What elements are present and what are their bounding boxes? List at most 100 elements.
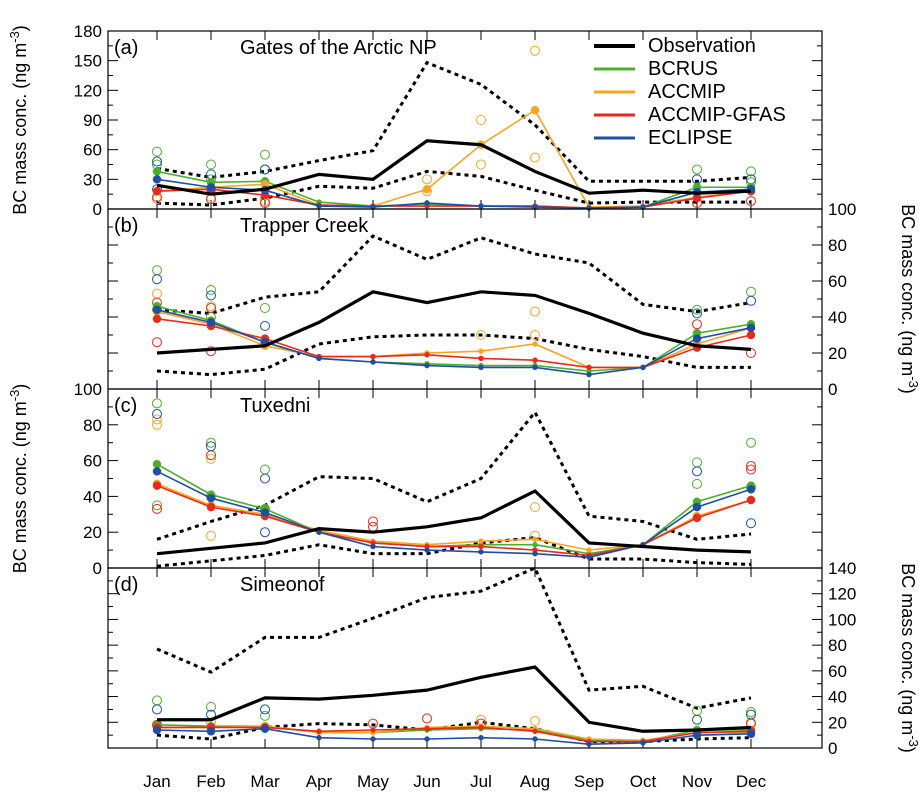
legend-label: BCRUS — [648, 58, 718, 80]
x-tick-label: Jan — [143, 772, 170, 791]
series-bcrus — [152, 720, 756, 745]
member-point-accmip-gfas — [368, 516, 378, 527]
data-point-accmip-gfas — [478, 543, 484, 550]
data-point-eclipse — [640, 740, 646, 746]
obs-mean-line — [156, 489, 752, 556]
y-tick-label: 20 — [83, 523, 102, 542]
y-tick-label: 140 — [828, 559, 856, 578]
data-point-eclipse — [532, 736, 538, 742]
member-point-bcrus — [692, 304, 702, 315]
data-point-eclipse — [370, 543, 376, 550]
data-point-eclipse — [424, 362, 430, 369]
data-point-eclipse — [370, 736, 376, 742]
obs-lower-line — [156, 333, 751, 377]
data-point-accmip — [532, 536, 538, 543]
data-point-eclipse — [746, 484, 756, 494]
data-point-eclipse — [640, 364, 646, 371]
y-axis-title: BC mass conc. (ng m-3) — [7, 384, 31, 574]
y-axis-title-main: BC mass conc. (ng m — [10, 43, 30, 215]
y-tick-label: 30 — [83, 170, 102, 189]
panel-frame — [107, 388, 823, 569]
series-line-accmip — [156, 310, 752, 369]
y-tick-label: 60 — [83, 452, 102, 471]
data-point-eclipse — [532, 550, 538, 557]
member-point-accmip — [476, 159, 486, 170]
member-point-bcrus — [152, 500, 162, 511]
panel-3: 0 20 40 60 80 100 120 140 BC mass conc. (ng m-3)… — [107, 559, 919, 758]
data-point-accmip-gfas — [746, 495, 756, 505]
data-point-accmip-gfas — [370, 353, 376, 360]
panel-title: Trapper Creek — [240, 215, 369, 237]
series-accmip-gfas — [152, 314, 756, 371]
panel-title: Gates of the Arctic NP — [240, 37, 437, 59]
y-tick-label: 120 — [828, 585, 856, 604]
member-point-eclipse — [746, 709, 756, 720]
member-point-eclipse — [152, 409, 162, 420]
x-tick-label: Mar — [250, 772, 280, 791]
member-point-accmip — [152, 419, 162, 430]
panel-frame — [107, 208, 823, 390]
series-line-eclipse — [156, 470, 752, 559]
data-point-eclipse — [424, 200, 430, 206]
data-point-eclipse — [746, 729, 756, 739]
member-point-eclipse — [746, 518, 756, 529]
series-line-bcrus — [156, 463, 752, 555]
member-point-bcrus — [206, 437, 216, 448]
series-line-accmip-gfas — [156, 188, 752, 209]
member-point-accmip — [530, 152, 540, 163]
obs-mean-line — [157, 665, 752, 733]
data-point-eclipse — [152, 175, 162, 184]
data-point-accmip-gfas — [316, 728, 322, 735]
member-point-bcrus — [152, 398, 162, 409]
y-tick-label: 40 — [828, 308, 847, 327]
series-eclipse — [152, 305, 756, 378]
data-point-accmip-gfas — [424, 352, 430, 358]
member-point-bcrus — [692, 457, 702, 468]
data-point-eclipse — [206, 727, 216, 736]
y-axis-title-close: ) — [10, 25, 30, 31]
member-point-bcrus — [260, 149, 270, 160]
member-point-eclipse — [260, 527, 270, 538]
data-point-eclipse — [532, 364, 538, 371]
data-point-eclipse — [316, 355, 322, 362]
panel-title: Tuxedni — [240, 395, 310, 417]
y-tick-label: 180 — [74, 22, 102, 41]
panel-2: 0 20 40 60 80 100 BC mass conc. (ng m-3) (c) Tux… — [7, 380, 823, 578]
y-axis-title-close: ) — [898, 388, 918, 394]
series-line-accmip-gfas — [156, 484, 752, 557]
data-point-accmip-gfas — [746, 330, 756, 340]
member-point-eclipse — [152, 704, 162, 715]
member-point-eclipse — [206, 290, 216, 301]
y-axis-title-main: BC mass conc. (ng m — [898, 563, 918, 735]
series-line-accmip-gfas — [156, 318, 752, 369]
member-point-accmip-gfas — [746, 460, 756, 471]
data-point-eclipse — [478, 734, 484, 741]
data-point-eclipse — [478, 549, 484, 555]
legend-label: ECLIPSE — [648, 127, 732, 149]
data-point-eclipse — [692, 730, 702, 740]
data-point-eclipse — [478, 364, 484, 371]
y-tick-label: 80 — [828, 636, 847, 655]
series-line-eclipse — [156, 309, 752, 376]
data-point-bcrus — [152, 167, 162, 176]
y-axis-title-close: ) — [898, 747, 918, 753]
member-point-bcrus — [746, 707, 756, 717]
series-accmip — [152, 479, 756, 553]
member-point-accmip-gfas — [152, 337, 162, 348]
member-point-accmip-gfas — [746, 196, 756, 207]
panel-label: (a) — [114, 37, 138, 59]
member-point-accmip — [206, 530, 216, 541]
member-point-bcrus — [152, 695, 162, 706]
member-point-eclipse — [260, 473, 270, 484]
member-point-eclipse — [260, 164, 270, 175]
data-point-eclipse — [586, 741, 592, 747]
panel-label: (d) — [114, 574, 138, 596]
y-tick-label: 90 — [83, 111, 102, 130]
obs-mean-line — [156, 290, 752, 355]
member-point-bcrus — [206, 701, 216, 712]
x-tick-label: May — [357, 772, 390, 791]
y-axis-title: BC mass conc. (ng m-3) — [7, 25, 31, 215]
member-point-bcrus — [152, 146, 162, 157]
